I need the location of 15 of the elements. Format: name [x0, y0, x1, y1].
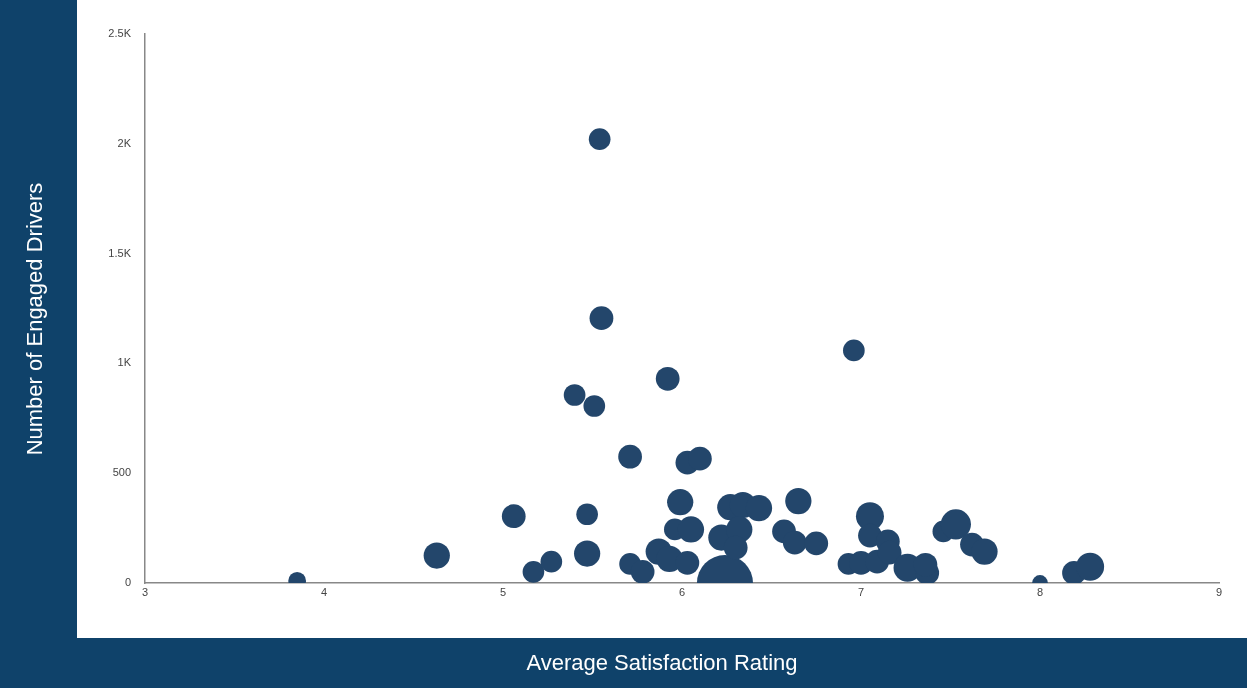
y-tick-label: 1K — [117, 356, 132, 369]
x-tick-label: 6 — [678, 585, 686, 598]
x-tick-label: 5 — [499, 585, 507, 598]
x-tick-label: 4 — [320, 585, 328, 598]
x-tick-label: 7 — [857, 585, 865, 598]
x-tick-label: 9 — [1215, 585, 1223, 598]
y-tick-label: 0 — [124, 576, 131, 589]
x-axis-title: Average Satisfaction Rating — [526, 650, 798, 676]
x-tick-label: 8 — [1036, 585, 1044, 598]
y-tick-label: 2.5K — [108, 27, 132, 40]
y-axis-title: Number of Engaged Drivers — [22, 182, 48, 456]
y-tick-label: 500 — [112, 466, 131, 479]
x-tick-label: 3 — [141, 585, 149, 598]
y-tick-label: 2K — [117, 136, 132, 149]
y-tick-label: 1.5K — [108, 246, 132, 259]
